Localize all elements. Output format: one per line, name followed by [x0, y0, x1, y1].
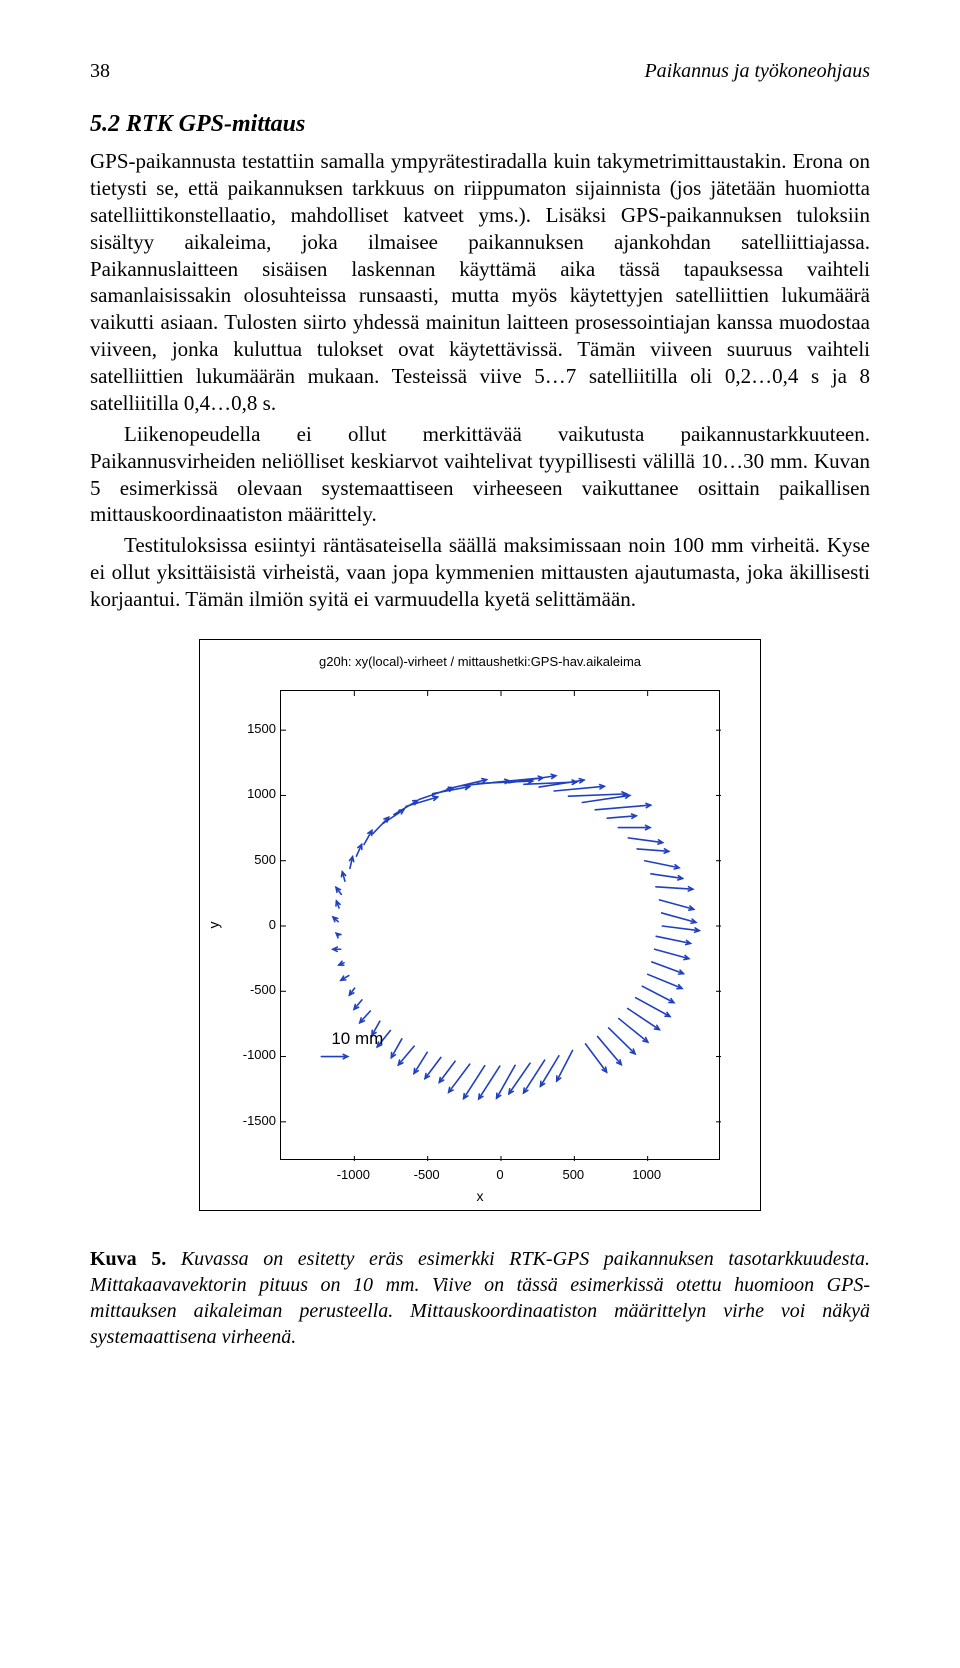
quiver-arrow: [568, 794, 626, 796]
quiver-arrow: [652, 962, 684, 974]
section-number: 5.2: [90, 111, 120, 137]
quiver-arrow: [645, 861, 679, 868]
chart-xtick: -1000: [328, 1167, 378, 1182]
quiver-arrow: [398, 1046, 414, 1065]
quiver-arrow: [524, 1060, 545, 1093]
paragraph-2: Liikenopeudella ei ollut merkittävää vai…: [90, 421, 870, 529]
quiver-arrow: [619, 1018, 648, 1042]
section-heading: 5.2 RTK GPS-mittaus: [90, 111, 870, 138]
quiver-arrow: [554, 786, 604, 791]
quiver-arrow: [414, 1052, 427, 1073]
page: 38 Paikannus ja työkoneohjaus 5.2 RTK GP…: [0, 0, 960, 1450]
chart-xtick: 1000: [622, 1167, 672, 1182]
chart-scale-label: 10 mm: [331, 1029, 383, 1049]
chart-xtick: 500: [548, 1167, 598, 1182]
chart-xtick: 0: [475, 1167, 525, 1182]
page-number: 38: [90, 60, 110, 83]
chart-ytick: -500: [234, 982, 276, 997]
chart-ytick: 0: [234, 917, 276, 932]
chart-ytick: 500: [234, 852, 276, 867]
quiver-arrow: [662, 926, 699, 931]
quiver-arrow: [636, 998, 670, 1017]
chart-ytick: -1500: [234, 1113, 276, 1128]
chart-ytick: 1500: [234, 721, 276, 736]
chart-plot-area: [280, 690, 720, 1160]
figure: g20h: xy(local)-virheet / mittaushetki:G…: [90, 639, 870, 1350]
running-title: Paikannus ja työkoneohjaus: [644, 60, 870, 83]
chart-svg: [281, 691, 721, 1161]
quiver-arrow: [391, 1039, 402, 1058]
paragraph-1: GPS-paikannusta testattiin samalla ympyr…: [90, 148, 870, 417]
chart-ylabel: y: [206, 921, 222, 928]
chart-title: g20h: xy(local)-virheet / mittaushetki:G…: [200, 654, 760, 669]
chart-ytick: -1000: [234, 1047, 276, 1062]
quiver-arrow: [394, 800, 418, 814]
chart-xlabel: x: [200, 1188, 760, 1204]
figure-caption-lead: Kuva 5.: [90, 1248, 166, 1270]
chart-ytick: 1000: [234, 786, 276, 801]
section-title: RTK GPS-mittaus: [126, 111, 305, 137]
quiver-arrow: [585, 1044, 606, 1072]
paragraph-3: Testituloksissa esiintyi räntäsateisella…: [90, 532, 870, 613]
quiver-arrow: [662, 913, 696, 922]
page-header: 38 Paikannus ja työkoneohjaus: [90, 60, 870, 83]
chart-box: g20h: xy(local)-virheet / mittaushetki:G…: [199, 639, 761, 1211]
quiver-arrow: [642, 986, 674, 1002]
quiver-arrow: [373, 817, 389, 833]
quiver-arrow: [425, 1057, 441, 1078]
chart-xtick: -500: [402, 1167, 452, 1182]
quiver-arrow: [383, 809, 404, 823]
quiver-arrow: [656, 887, 693, 889]
quiver-arrow: [598, 1036, 622, 1064]
quiver-arrow: [628, 838, 662, 843]
quiver-arrow: [648, 974, 682, 988]
quiver-arrow: [595, 805, 650, 810]
quiver-arrow: [659, 900, 693, 909]
quiver-arrow: [656, 936, 690, 943]
figure-caption: Kuva 5. Kuvassa on esitetty eräs esimerk…: [90, 1246, 870, 1350]
quiver-arrow: [655, 949, 689, 958]
quiver-arrow: [497, 1065, 515, 1098]
quiver-arrow: [449, 1064, 470, 1092]
quiver-arrow: [628, 1008, 660, 1029]
quiver-arrow: [609, 1028, 635, 1054]
figure-caption-text: Kuvassa on esitetty eräs esimerkki RTK-G…: [90, 1248, 870, 1348]
quiver-arrow: [439, 1061, 455, 1082]
